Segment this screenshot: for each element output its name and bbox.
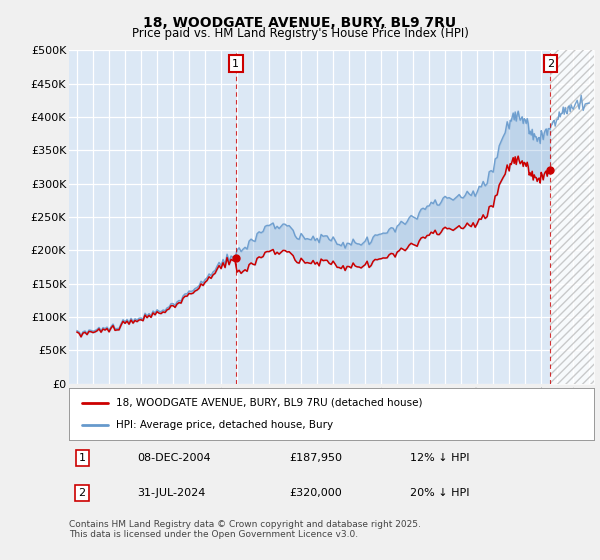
Text: Contains HM Land Registry data © Crown copyright and database right 2025.
This d: Contains HM Land Registry data © Crown c… xyxy=(69,520,421,539)
Bar xyxy=(550,50,594,384)
Text: 20% ↓ HPI: 20% ↓ HPI xyxy=(410,488,470,498)
Text: 2: 2 xyxy=(79,488,86,498)
Text: £187,950: £187,950 xyxy=(290,453,343,463)
Text: 2: 2 xyxy=(547,59,554,69)
Text: 12% ↓ HPI: 12% ↓ HPI xyxy=(410,453,470,463)
Text: 1: 1 xyxy=(232,59,239,69)
Text: Price paid vs. HM Land Registry's House Price Index (HPI): Price paid vs. HM Land Registry's House … xyxy=(131,27,469,40)
Text: 18, WOODGATE AVENUE, BURY, BL9 7RU: 18, WOODGATE AVENUE, BURY, BL9 7RU xyxy=(143,16,457,30)
Text: 31-JUL-2024: 31-JUL-2024 xyxy=(137,488,206,498)
Text: £320,000: £320,000 xyxy=(290,488,342,498)
Text: HPI: Average price, detached house, Bury: HPI: Average price, detached house, Bury xyxy=(116,420,334,430)
Text: 18, WOODGATE AVENUE, BURY, BL9 7RU (detached house): 18, WOODGATE AVENUE, BURY, BL9 7RU (deta… xyxy=(116,398,423,408)
Text: 08-DEC-2004: 08-DEC-2004 xyxy=(137,453,211,463)
Text: 1: 1 xyxy=(79,453,86,463)
